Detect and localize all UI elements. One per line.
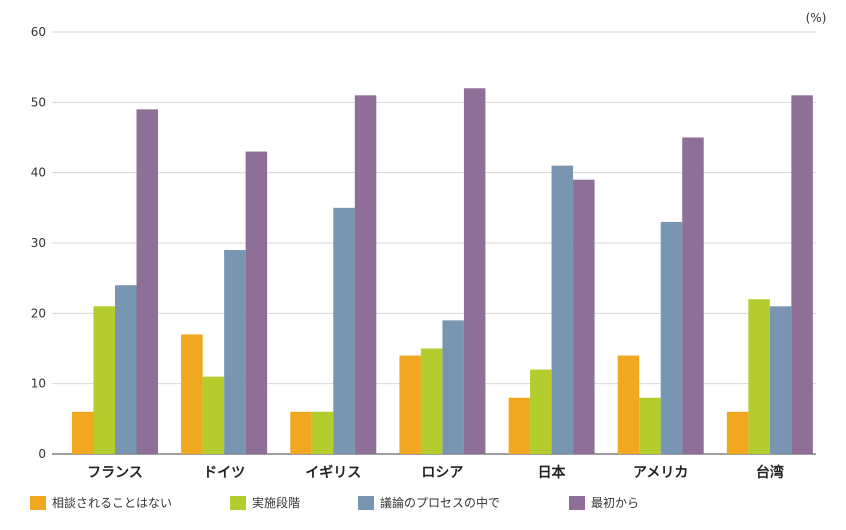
legend-swatch-0: [30, 495, 46, 510]
bar: [354, 95, 377, 455]
bar: [311, 411, 334, 454]
category-label: イギリス: [305, 464, 361, 481]
bar: [463, 88, 486, 455]
bar: [72, 411, 94, 454]
bar: [769, 306, 792, 454]
category-label: アメリカ: [633, 465, 688, 481]
legend-label-1: 実施段階: [252, 496, 301, 510]
legend-label-2: 議論のプロセスの中で: [380, 496, 501, 510]
bar: [551, 165, 574, 454]
y-tick-label: 40: [31, 166, 46, 180]
bar: [136, 109, 158, 454]
bar: [791, 95, 813, 455]
bar: [508, 397, 531, 454]
bar: [682, 137, 704, 454]
bar: [245, 151, 268, 455]
x-axis-categories: フランス ドイツ イギリス ロシア 日本 アメリカ 台湾: [87, 464, 784, 481]
category-label: フランス: [87, 465, 143, 481]
bar: [93, 306, 115, 454]
bar: [442, 320, 464, 454]
bar: [748, 299, 770, 454]
legend-label-0: 相談されることはない: [52, 496, 173, 510]
y-tick-label: 20: [31, 306, 46, 320]
bar: [224, 250, 246, 454]
bar: [420, 348, 443, 454]
legend-item-1: 実施段階: [230, 494, 300, 511]
bar: [115, 285, 137, 454]
bar-chart: 0 10 20 30 40 50 60 フランス ドイツ イギリス ロシア 日本 アメリカ 台湾 (%): [31, 11, 827, 481]
legend: 相談されることはない 実施段階 議論のプロセスの中で 最初から: [0, 494, 846, 516]
legend-item-0: 相談されることはない: [30, 494, 172, 511]
bar: [530, 369, 552, 454]
legend-item-2: 議論のプロセスの中で: [358, 494, 500, 511]
bars: [72, 88, 813, 455]
legend-swatch-3: [569, 495, 585, 510]
legend-label-3: 最初から: [591, 496, 640, 510]
unit-label: (%): [806, 11, 827, 25]
bar: [399, 355, 421, 454]
bar: [660, 221, 683, 454]
y-tick-label: 10: [31, 377, 46, 391]
category-label: ロシア: [421, 465, 463, 481]
legend-swatch-2: [358, 495, 374, 510]
legend-item-3: 最初から: [569, 494, 639, 511]
y-tick-label: 0: [38, 447, 46, 461]
bar: [181, 334, 203, 454]
bar: [202, 376, 225, 454]
bar: [333, 207, 355, 454]
category-label: 日本: [538, 464, 567, 481]
category-label: 台湾: [756, 464, 784, 481]
category-label: ドイツ: [203, 465, 245, 481]
y-axis-ticks: 0 10 20 30 40 50 60: [31, 25, 46, 461]
y-tick-label: 30: [31, 236, 46, 250]
bar: [290, 411, 312, 454]
legend-swatch-1: [230, 495, 246, 510]
bar: [726, 411, 749, 454]
bar: [617, 355, 640, 454]
bar: [639, 397, 661, 454]
y-tick-label: 60: [31, 25, 46, 39]
bar: [573, 179, 595, 454]
y-tick-label: 50: [31, 95, 46, 109]
